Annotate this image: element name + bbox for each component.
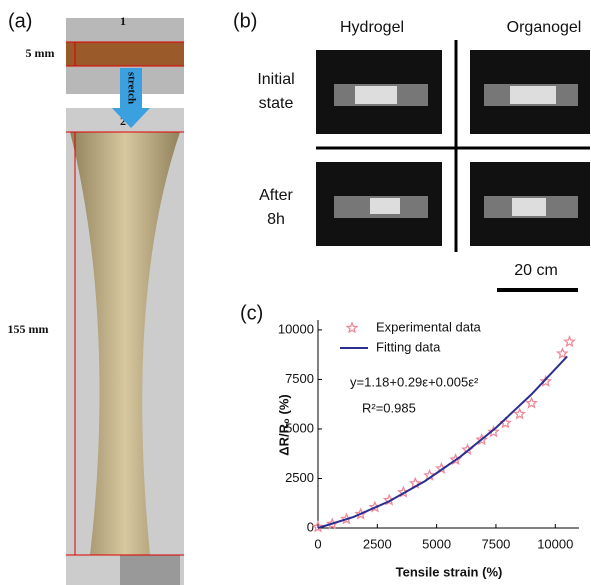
legend-marker xyxy=(345,321,359,334)
data-point xyxy=(525,396,538,409)
dimension: 155 mm xyxy=(8,322,49,336)
legend-label: Experimental data xyxy=(376,319,482,334)
scale-label: 20 cm xyxy=(514,262,558,279)
y-tick-label: 5000 xyxy=(285,420,314,435)
arrow xyxy=(120,68,142,108)
fit-line xyxy=(317,355,568,529)
row-header: 8h xyxy=(267,211,285,228)
data-point xyxy=(563,335,576,348)
row-header: state xyxy=(259,95,294,112)
panel-label: (a) xyxy=(8,10,32,32)
y-tick-label: 0 xyxy=(307,519,314,534)
y-tick-label: 7500 xyxy=(285,371,314,386)
column-header: Hydrogel xyxy=(340,19,404,36)
clamp xyxy=(120,555,180,585)
x-axis-label: Tensile strain (%) xyxy=(396,564,503,579)
row-header: Initial xyxy=(257,71,294,88)
row-header: After xyxy=(259,187,293,204)
number: 1 xyxy=(120,14,126,28)
arrow-label: stretch xyxy=(125,72,137,104)
panel-label: (b) xyxy=(233,10,257,32)
panel-label: (c) xyxy=(240,302,263,324)
y-tick-label: 2500 xyxy=(285,470,314,485)
annotation: y=1.18+0.29ε+0.005ε² xyxy=(350,374,479,389)
data-point xyxy=(555,346,569,360)
photos xyxy=(316,50,590,246)
x-tick-label: 10000 xyxy=(537,536,573,551)
y-axis-label: ΔR/R₀ (%) xyxy=(276,394,291,455)
x-tick-label: 7500 xyxy=(481,536,510,551)
data-point xyxy=(475,433,489,446)
legend-label: Fitting data xyxy=(376,339,441,354)
x-tick-label: 5000 xyxy=(422,536,451,551)
x-tick-label: 0 xyxy=(314,536,321,551)
data-point xyxy=(311,520,325,533)
data-point xyxy=(487,425,500,438)
arrow xyxy=(112,108,150,128)
column-header: Organogel xyxy=(507,19,582,36)
sample xyxy=(66,42,184,66)
number: 2 xyxy=(120,114,126,128)
x-tick-label: 2500 xyxy=(363,536,392,551)
y-tick-label: 10000 xyxy=(278,321,314,336)
data-point xyxy=(513,407,527,420)
sample xyxy=(70,132,180,555)
dimension: 5 mm xyxy=(26,46,55,60)
annotation: R²=0.985 xyxy=(362,400,416,415)
data-point xyxy=(539,374,553,387)
